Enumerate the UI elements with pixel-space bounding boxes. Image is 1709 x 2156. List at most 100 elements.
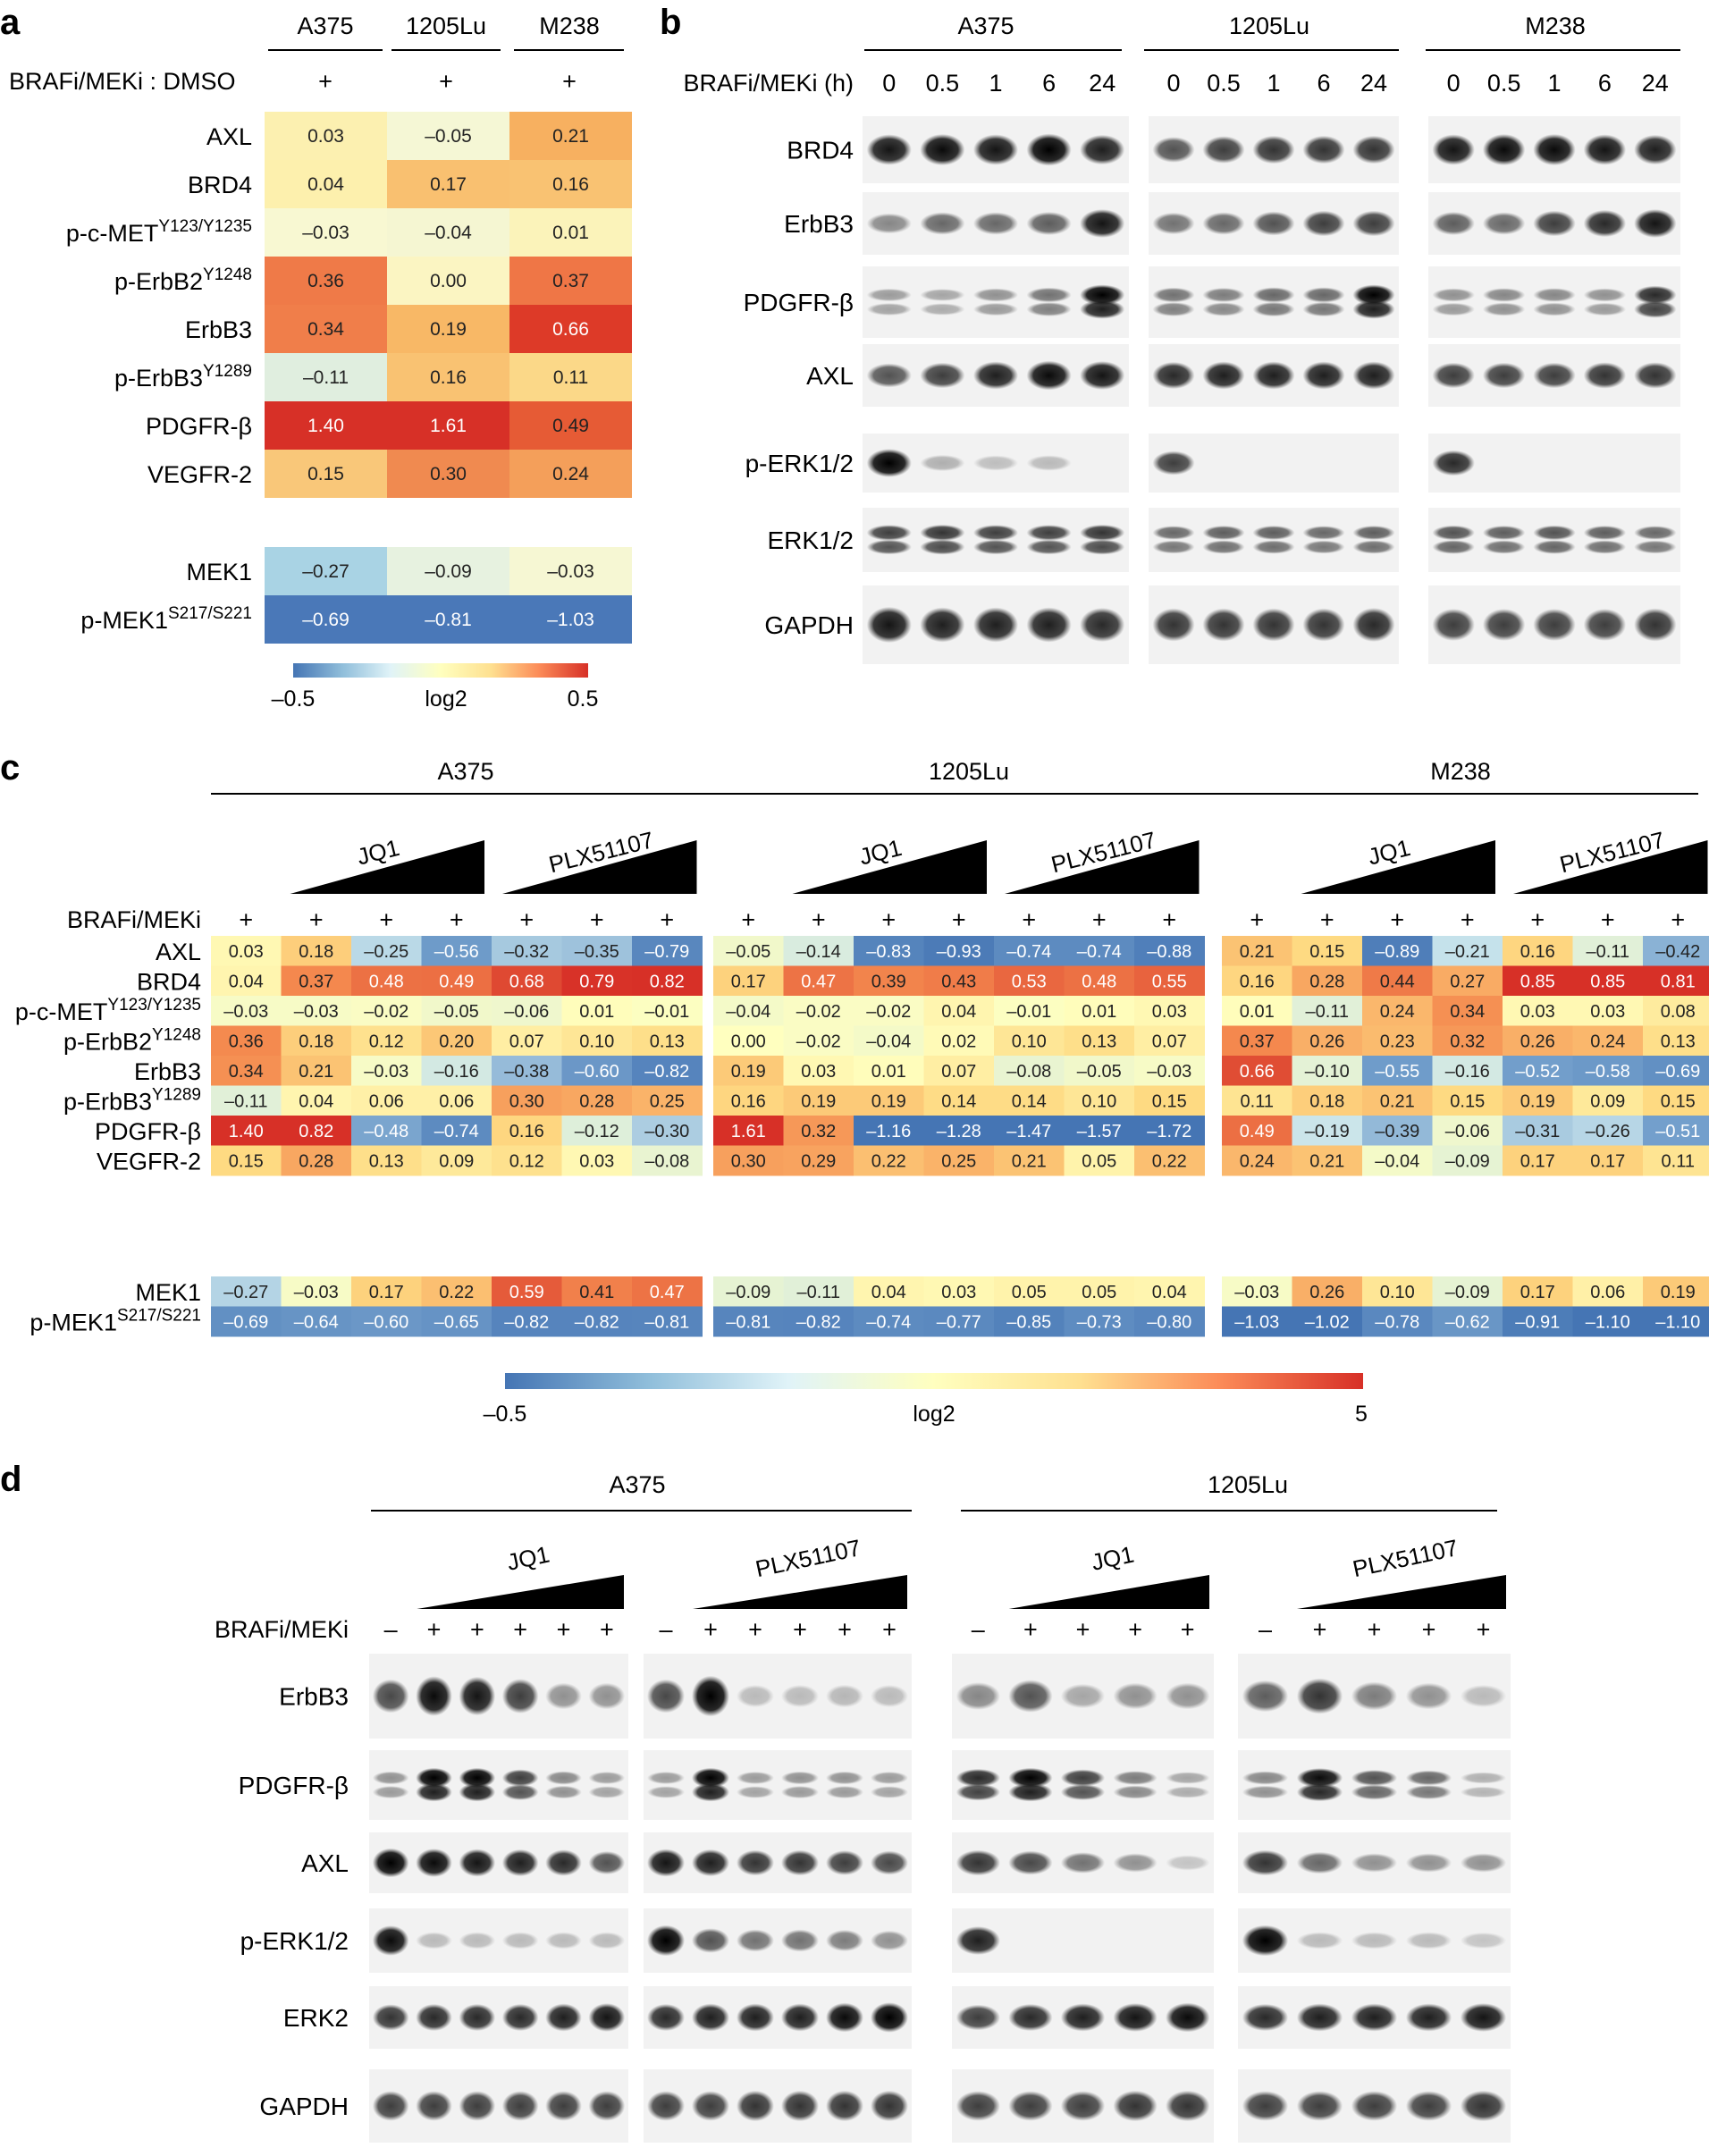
heatmap-cell bbox=[492, 1306, 562, 1337]
heatmap-cell bbox=[632, 996, 703, 1026]
heatmap-value: –0.09 bbox=[425, 561, 472, 582]
blot-band bbox=[588, 2003, 626, 2032]
heatmap-value: –0.04 bbox=[726, 1002, 770, 1022]
heatmap-value: –0.52 bbox=[1515, 1062, 1560, 1082]
blot-band bbox=[692, 2091, 729, 2121]
heatmap-cell bbox=[1134, 1306, 1205, 1337]
treatment-plus: + bbox=[812, 906, 826, 933]
heatmap-value: 0.10 bbox=[1380, 1283, 1415, 1302]
heatmap-cell bbox=[281, 1306, 352, 1337]
heatmap-cell bbox=[854, 1276, 924, 1307]
blot-band bbox=[1202, 525, 1245, 541]
heatmap-value: 0.01 bbox=[1240, 1002, 1275, 1022]
heatmap-cell bbox=[387, 257, 509, 305]
blot-band bbox=[372, 2004, 409, 2031]
heatmap-cell bbox=[561, 996, 633, 1026]
blot-band bbox=[1533, 609, 1576, 641]
heatmap-cell bbox=[211, 996, 282, 1026]
blot-band bbox=[920, 212, 965, 235]
blot-band bbox=[1432, 525, 1475, 541]
blot-band bbox=[1152, 608, 1195, 642]
treatment-mark: – bbox=[384, 1616, 398, 1643]
heatmap-value: –0.56 bbox=[434, 942, 479, 962]
heatmap-value: 0.28 bbox=[1309, 972, 1344, 991]
blot-band bbox=[692, 2003, 729, 2032]
heatmap-cell bbox=[1503, 996, 1573, 1026]
blot-band bbox=[1405, 1784, 1452, 1800]
heatmap-value: –0.03 bbox=[223, 1002, 268, 1022]
panel-b-cell-line-m238: M238 bbox=[1525, 13, 1586, 39]
heatmap-cell bbox=[1292, 1276, 1363, 1307]
blot-band bbox=[920, 454, 965, 472]
heatmap-value: 0.44 bbox=[1380, 972, 1415, 991]
panel-d-cell-line-a375: A375 bbox=[609, 1471, 665, 1498]
heatmap-value: –0.11 bbox=[796, 1283, 840, 1302]
blot-band bbox=[416, 1767, 452, 1789]
heatmap-value: 0.68 bbox=[509, 972, 544, 991]
blot-band bbox=[972, 302, 1019, 316]
blot-band bbox=[866, 539, 912, 555]
heatmap-value: 0.10 bbox=[579, 1032, 614, 1051]
heatmap-value: 0.34 bbox=[229, 1062, 264, 1082]
heatmap-value: –0.82 bbox=[504, 1312, 549, 1332]
heatmap-value: –0.11 bbox=[1586, 942, 1629, 962]
heatmap-cell bbox=[923, 1145, 995, 1176]
treatment-mark: + bbox=[838, 1616, 852, 1643]
blot-band bbox=[647, 1849, 685, 1877]
heatmap-value: 1.40 bbox=[307, 416, 344, 436]
treatment-plus: + bbox=[1601, 906, 1615, 933]
row-label-superscript: S217/S221 bbox=[168, 604, 252, 623]
heatmap-cell bbox=[421, 1145, 492, 1176]
heatmap-cell bbox=[265, 305, 387, 353]
heatmap-cell bbox=[1643, 1085, 1709, 1116]
heatmap-value: 0.18 bbox=[299, 942, 333, 962]
treatment-mark: + bbox=[1181, 1616, 1195, 1643]
blot-band bbox=[545, 1932, 582, 1950]
blot-band bbox=[866, 213, 912, 234]
treatment-label: BRAFi/MEKi bbox=[67, 906, 201, 933]
blot-band bbox=[1533, 302, 1576, 316]
row-label: MEK1 bbox=[186, 559, 252, 585]
blot-band bbox=[459, 1849, 496, 1877]
heatmap-cell bbox=[265, 257, 387, 305]
heatmap-value: 0.48 bbox=[1082, 972, 1116, 991]
row-label-superscript: S217/S221 bbox=[117, 1306, 201, 1325]
heatmap-cell bbox=[1134, 1276, 1205, 1307]
treatment-mark: + bbox=[557, 1616, 571, 1643]
heatmap-cell bbox=[351, 965, 422, 997]
blot-band bbox=[1060, 1683, 1106, 1709]
blot-band bbox=[1432, 302, 1475, 316]
blot-band bbox=[1583, 362, 1627, 389]
row-label-base: PDGFR-β bbox=[95, 1118, 201, 1145]
heatmap-cell bbox=[351, 1276, 422, 1307]
heatmap-cell bbox=[265, 112, 387, 160]
blot-band bbox=[501, 1932, 539, 1950]
blot-band bbox=[1583, 209, 1627, 238]
heatmap-value: –0.03 bbox=[294, 1002, 339, 1022]
heatmap-cell bbox=[994, 965, 1065, 997]
heatmap-cell bbox=[713, 1306, 784, 1337]
heatmap-value: 0.17 bbox=[1590, 1151, 1625, 1171]
treatment-plus: + bbox=[309, 906, 324, 933]
heatmap-cell bbox=[854, 1145, 924, 1176]
heatmap-cell bbox=[211, 1276, 282, 1307]
heatmap-cell bbox=[1222, 1276, 1292, 1307]
blot-membrane bbox=[369, 1832, 628, 1893]
heatmap-cell bbox=[713, 1145, 784, 1176]
heatmap-value: –0.60 bbox=[575, 1062, 619, 1082]
heatmap-value: 0.18 bbox=[1309, 1091, 1344, 1111]
blot-band bbox=[1202, 287, 1245, 303]
blot-band bbox=[1008, 1850, 1053, 1875]
dose-gradient-triangle bbox=[502, 840, 697, 894]
blot-band bbox=[1352, 540, 1395, 554]
heatmap-value: 0.34 bbox=[1450, 1002, 1485, 1022]
heatmap-cell bbox=[1362, 1116, 1433, 1146]
heatmap-value: 0.20 bbox=[439, 1032, 474, 1051]
heatmap-cell bbox=[783, 996, 854, 1026]
blot-band bbox=[647, 2091, 685, 2121]
blot-band bbox=[1008, 1767, 1053, 1789]
treatment-plus: + bbox=[1461, 906, 1475, 933]
heatmap-value: –0.55 bbox=[1375, 1062, 1419, 1082]
dose-gradient-triangle bbox=[1301, 840, 1495, 894]
blot-band bbox=[866, 288, 912, 302]
